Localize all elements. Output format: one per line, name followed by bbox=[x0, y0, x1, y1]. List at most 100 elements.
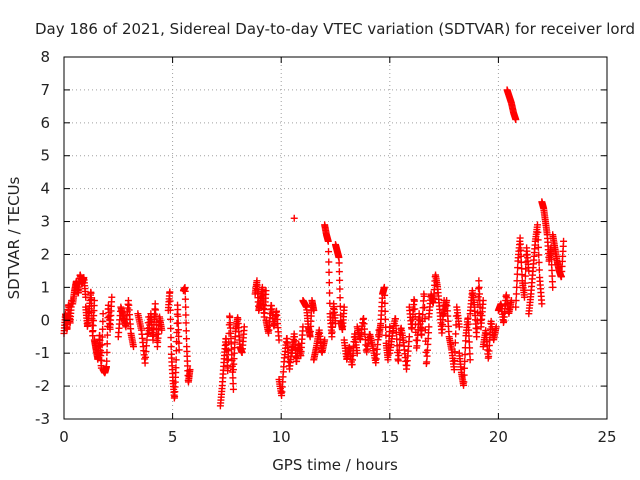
data-point bbox=[166, 297, 174, 305]
data-point bbox=[535, 251, 543, 259]
data-point bbox=[452, 330, 460, 338]
data-point bbox=[175, 332, 183, 340]
data-point bbox=[321, 336, 329, 344]
data-point bbox=[521, 286, 529, 294]
data-point bbox=[183, 335, 191, 343]
data-point bbox=[521, 272, 529, 280]
data-point bbox=[421, 315, 429, 323]
y-axis-label: SDTVAR / TECUs bbox=[5, 176, 23, 299]
data-point bbox=[460, 364, 468, 372]
data-point bbox=[335, 268, 343, 276]
data-point bbox=[98, 341, 106, 349]
y-tick-label: 8 bbox=[40, 48, 50, 66]
data-point bbox=[326, 289, 334, 297]
data-point bbox=[103, 331, 111, 339]
data-point bbox=[98, 333, 106, 341]
data-point bbox=[549, 283, 557, 291]
data-point bbox=[175, 346, 183, 354]
data-point bbox=[336, 285, 344, 293]
x-tick-label: 20 bbox=[489, 428, 508, 446]
data-point bbox=[182, 311, 190, 319]
data-point bbox=[98, 356, 106, 364]
data-point bbox=[172, 356, 180, 364]
data-point bbox=[130, 343, 138, 351]
data-point bbox=[450, 366, 458, 374]
data-point bbox=[475, 283, 483, 291]
data-point bbox=[167, 334, 175, 342]
data-point bbox=[336, 276, 344, 284]
data-point bbox=[87, 289, 95, 297]
data-point bbox=[533, 221, 541, 229]
x-tick-label: 5 bbox=[168, 428, 178, 446]
data-point bbox=[410, 297, 418, 305]
data-point bbox=[174, 312, 182, 320]
data-point bbox=[534, 243, 542, 251]
x-tick-label: 10 bbox=[272, 428, 291, 446]
data-point bbox=[473, 325, 481, 333]
data-point bbox=[99, 325, 107, 333]
data-point bbox=[174, 306, 182, 314]
data-point bbox=[517, 246, 525, 254]
data-point bbox=[386, 323, 394, 331]
data-point bbox=[167, 315, 175, 323]
data-point bbox=[182, 303, 190, 311]
data-point bbox=[560, 237, 568, 245]
data-point bbox=[335, 259, 343, 267]
data-point bbox=[336, 294, 344, 302]
data-point bbox=[325, 268, 333, 276]
data-point bbox=[411, 305, 419, 313]
data-point bbox=[512, 290, 520, 298]
data-point bbox=[465, 338, 473, 346]
data-point bbox=[108, 293, 116, 301]
data-point bbox=[464, 320, 472, 328]
data-point bbox=[492, 323, 500, 331]
data-point bbox=[290, 214, 298, 222]
data-point bbox=[464, 314, 472, 322]
data-point bbox=[423, 352, 431, 360]
data-point bbox=[518, 271, 526, 279]
data-point bbox=[174, 319, 182, 327]
data-point bbox=[353, 349, 361, 357]
data-point bbox=[381, 315, 389, 323]
data-point bbox=[425, 329, 433, 337]
data-point bbox=[99, 317, 107, 325]
data-point bbox=[538, 300, 546, 308]
y-tick-label: 7 bbox=[40, 81, 50, 99]
y-tick-label: -2 bbox=[35, 377, 50, 395]
data-point bbox=[513, 283, 521, 291]
data-point bbox=[324, 237, 332, 245]
data-point bbox=[175, 339, 183, 347]
data-point bbox=[424, 335, 432, 343]
data-point bbox=[381, 299, 389, 307]
chart-title: Day 186 of 2021, Sidereal Day-to-day VTE… bbox=[35, 20, 635, 38]
data-point bbox=[512, 116, 520, 124]
data-point bbox=[166, 288, 174, 296]
data-point bbox=[151, 300, 159, 308]
data-point bbox=[381, 291, 389, 299]
data-point bbox=[475, 290, 483, 298]
data-point bbox=[262, 287, 270, 295]
data-point bbox=[152, 312, 160, 320]
data-point bbox=[451, 339, 459, 347]
data-point bbox=[466, 344, 474, 352]
data-point bbox=[479, 297, 487, 305]
x-axis-label: GPS time / hours bbox=[272, 456, 398, 474]
data-point bbox=[103, 357, 111, 365]
data-point bbox=[336, 302, 344, 310]
data-point bbox=[451, 357, 459, 365]
x-tick-label: 15 bbox=[380, 428, 399, 446]
data-point bbox=[381, 307, 389, 315]
x-tick-label: 25 bbox=[597, 428, 616, 446]
data-point bbox=[87, 296, 95, 304]
data-point bbox=[466, 350, 474, 358]
y-tick-label: 2 bbox=[40, 245, 50, 263]
data-point bbox=[521, 279, 529, 287]
data-point bbox=[424, 340, 432, 348]
data-point bbox=[275, 336, 283, 344]
data-point bbox=[240, 323, 248, 331]
data-point bbox=[535, 266, 543, 274]
data-point bbox=[418, 331, 426, 339]
axis-ticks: 0 5 10 15 20 25 -3 -2 -1 0 1 2 3 4 5 6 7 8 bbox=[35, 48, 617, 446]
data-point bbox=[325, 258, 333, 266]
data-point bbox=[181, 295, 189, 303]
